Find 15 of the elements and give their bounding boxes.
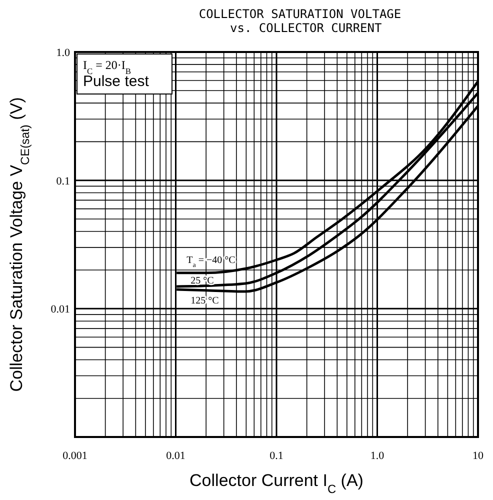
y-tick-label: 0.1	[56, 175, 70, 188]
x-tick-label: 10	[472, 450, 484, 462]
y-tick-label: 0.01	[50, 304, 70, 316]
x-tick-label: 1.0	[370, 450, 385, 462]
x-tick-label: 0.1	[270, 450, 284, 462]
annotation: I$_{C}$ = 20·I$_{B}$	[83, 58, 132, 76]
chart-title: COLLECTOR SATURATION VOLTAGE	[198, 7, 402, 21]
x-axis-title: Collector Current I$_{C}$ (A)	[190, 471, 364, 496]
y-tick-label: 1.0	[56, 47, 70, 59]
annotation: Pulse test	[83, 73, 150, 90]
x-tick-label: 0.01	[166, 450, 186, 462]
x-tick-label: 0.001	[62, 450, 88, 462]
series-label: 125 °C	[190, 296, 220, 307]
chart-subtitle: vs. COLLECTOR CURRENT	[230, 21, 382, 35]
series-label: T$_{a}$ = −40 °C	[186, 254, 236, 269]
